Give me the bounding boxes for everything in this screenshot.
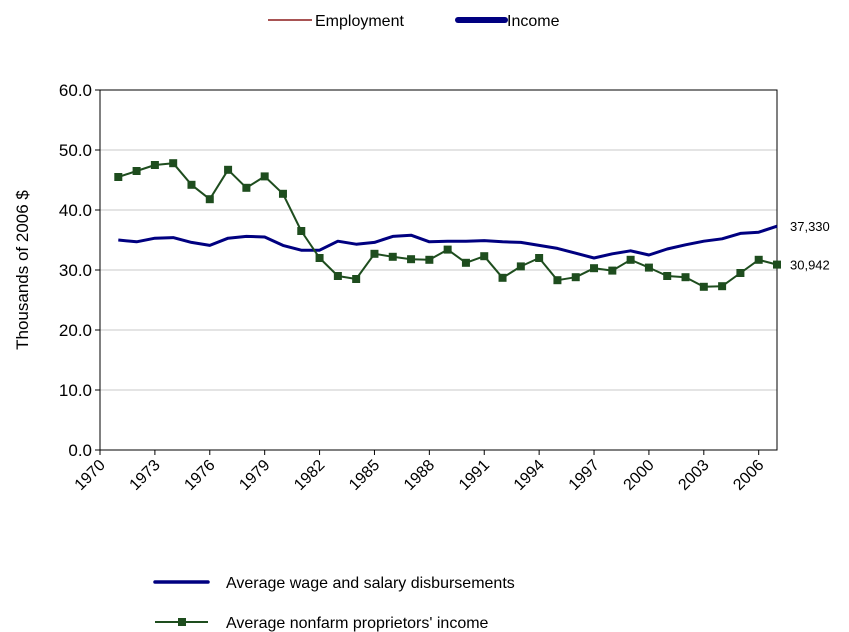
- proprietors-data-point: [425, 255, 434, 264]
- proprietors-data-point: [388, 252, 397, 261]
- wage-end-label: 37,330: [790, 219, 830, 234]
- wage-series-line: [118, 224, 778, 260]
- top-legend-employment-label: Employment: [315, 13, 404, 30]
- x-tick-label: 1982: [291, 457, 328, 494]
- x-tick-label: 1988: [401, 457, 438, 494]
- top-legend-income-label: Income: [507, 13, 560, 30]
- proprietors-data-point: [498, 273, 507, 282]
- legend-proprietors-label: Average nonfarm proprietors' income: [226, 615, 489, 632]
- proprietors-data-point: [224, 165, 233, 174]
- proprietors-data-point: [443, 245, 452, 254]
- proprietors-data-point: [736, 269, 745, 277]
- end-labels: 37,330 30,942: [790, 219, 830, 272]
- x-tick-label: 1991: [456, 457, 493, 494]
- proprietors-data-point: [187, 180, 196, 189]
- proprietors-data-point: [663, 272, 672, 280]
- gridlines: [100, 149, 777, 391]
- x-axis: 1970 1973 1976 1979 1982 1985 1988 1991 1994 1997…: [72, 450, 768, 494]
- x-tick-label: 1994: [511, 457, 548, 494]
- x-tick-label: 1970: [72, 457, 109, 494]
- series-group: [114, 159, 781, 291]
- proprietors-data-point: [718, 282, 727, 291]
- proprietors-data-point: [352, 275, 361, 283]
- proprietors-series-line: [117, 162, 778, 288]
- y-axis-label: Thousands of 2006 $: [13, 190, 32, 350]
- x-tick-label: 2003: [675, 457, 712, 494]
- x-tick-label: 2000: [621, 457, 658, 494]
- y-tick-label: 10.0: [59, 381, 92, 400]
- x-tick-label: 1979: [236, 457, 273, 494]
- proprietors-end-label: 30,942: [790, 258, 830, 273]
- y-tick-label: 60.0: [59, 81, 92, 100]
- proprietors-data-point: [571, 273, 580, 282]
- proprietors-data-point: [278, 189, 287, 198]
- x-tick-label: 1973: [127, 457, 164, 494]
- bottom-legend: Average wage and salary disbursements Av…: [153, 575, 515, 632]
- proprietors-data-point: [150, 161, 159, 169]
- proprietors-data-point: [553, 276, 562, 285]
- proprietors-data-point: [132, 167, 141, 175]
- x-tick-label: 1976: [181, 457, 218, 494]
- x-tick-label: 1997: [566, 457, 603, 494]
- y-tick-label: 40.0: [59, 201, 92, 220]
- proprietors-data-point: [461, 258, 470, 267]
- proprietors-data-point: [407, 255, 416, 264]
- y-tick-label: 0.0: [68, 441, 92, 460]
- y-tick-label: 20.0: [59, 321, 92, 340]
- proprietors-data-point: [626, 255, 635, 264]
- proprietors-data-point: [608, 266, 617, 275]
- proprietors-data-point: [297, 227, 306, 235]
- proprietors-data-point: [516, 262, 525, 271]
- x-tick-label: 2006: [730, 457, 767, 494]
- proprietors-data-point: [754, 255, 763, 264]
- top-legend: Employment Income: [268, 13, 560, 30]
- legend-proprietors-marker: [178, 618, 186, 626]
- proprietors-data-point: [480, 252, 489, 261]
- proprietors-data-point: [590, 264, 599, 273]
- y-tick-label: 50.0: [59, 141, 92, 160]
- proprietors-data-point: [333, 272, 342, 280]
- proprietors-data-point: [205, 195, 214, 204]
- proprietors-data-point: [644, 263, 653, 272]
- proprietors-data-point: [260, 172, 269, 181]
- x-tick-label: 1985: [346, 457, 383, 494]
- proprietors-data-point: [773, 260, 781, 269]
- y-axis: 0.0 10.0 20.0 30.0 40.0 50.0 60.0: [59, 81, 100, 460]
- proprietors-data-point: [681, 273, 690, 282]
- proprietors-data-point: [242, 183, 251, 192]
- proprietors-data-point: [370, 249, 379, 258]
- y-tick-label: 30.0: [59, 261, 92, 280]
- proprietors-data-point: [315, 254, 324, 262]
- proprietors-data-point: [114, 173, 123, 181]
- legend-wage-label: Average wage and salary disbursements: [226, 575, 515, 592]
- proprietors-data-point: [699, 282, 708, 291]
- proprietors-data-point: [169, 159, 178, 168]
- proprietors-data-point: [535, 254, 544, 262]
